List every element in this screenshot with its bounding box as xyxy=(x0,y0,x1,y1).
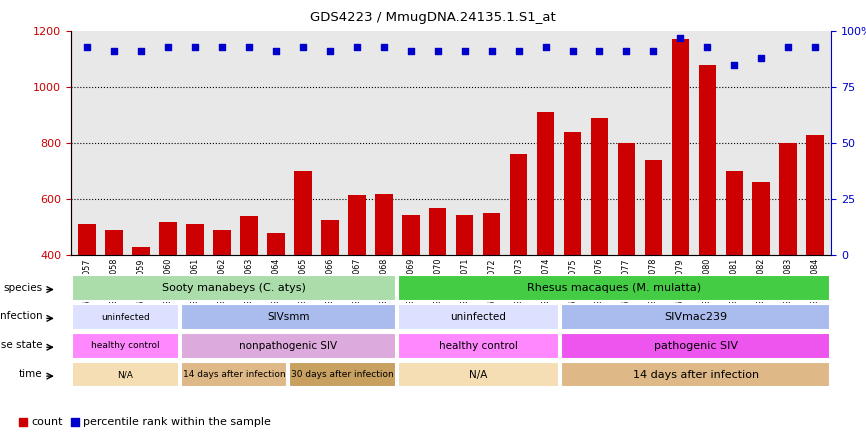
Bar xyxy=(806,135,824,255)
Point xyxy=(647,48,661,55)
Point xyxy=(215,43,229,50)
Bar xyxy=(159,222,177,255)
Bar xyxy=(402,214,419,255)
Point xyxy=(377,43,391,50)
Bar xyxy=(564,132,581,255)
Point xyxy=(188,43,202,50)
Point xyxy=(430,48,444,55)
Bar xyxy=(79,225,96,255)
Text: Sooty manabeys (C. atys): Sooty manabeys (C. atys) xyxy=(162,283,306,293)
Bar xyxy=(398,304,559,330)
Bar xyxy=(429,208,447,255)
Point xyxy=(269,48,283,55)
Bar xyxy=(617,143,635,255)
Text: time: time xyxy=(19,369,42,379)
Point xyxy=(485,48,499,55)
Text: N/A: N/A xyxy=(469,370,488,380)
Point xyxy=(16,418,30,425)
Point xyxy=(619,48,633,55)
Bar xyxy=(398,362,559,388)
Bar xyxy=(181,304,396,330)
Text: Rhesus macaques (M. mulatta): Rhesus macaques (M. mulatta) xyxy=(527,283,701,293)
Bar xyxy=(72,362,178,388)
Text: percentile rank within the sample: percentile rank within the sample xyxy=(83,417,271,427)
Bar xyxy=(561,304,830,330)
Text: pathogenic SIV: pathogenic SIV xyxy=(654,341,738,351)
Point xyxy=(808,43,822,50)
Point xyxy=(68,418,82,425)
Point xyxy=(296,43,310,50)
Bar xyxy=(213,230,230,255)
Bar xyxy=(181,362,288,388)
Point xyxy=(161,43,175,50)
Bar xyxy=(456,214,474,255)
Text: uninfected: uninfected xyxy=(450,312,507,322)
Point xyxy=(674,34,688,41)
Bar xyxy=(132,247,150,255)
Point xyxy=(727,61,741,68)
Bar xyxy=(348,195,365,255)
Text: N/A: N/A xyxy=(118,370,133,379)
Text: species: species xyxy=(3,282,42,293)
Bar xyxy=(561,333,830,359)
Point xyxy=(350,43,364,50)
Bar xyxy=(483,213,501,255)
Point xyxy=(134,48,148,55)
Point xyxy=(754,55,768,62)
Text: 30 days after infection: 30 days after infection xyxy=(291,370,394,379)
Text: uninfected: uninfected xyxy=(101,313,150,321)
Bar xyxy=(72,275,396,301)
Bar xyxy=(779,143,797,255)
Bar xyxy=(699,65,716,255)
Point xyxy=(512,48,526,55)
Point xyxy=(458,48,472,55)
Bar xyxy=(268,233,285,255)
Bar xyxy=(294,171,312,255)
Bar xyxy=(186,225,204,255)
Bar xyxy=(537,112,554,255)
Bar xyxy=(398,333,559,359)
Bar xyxy=(726,171,743,255)
Point xyxy=(565,48,579,55)
Text: SIVsmm: SIVsmm xyxy=(267,312,309,322)
Text: SIVmac239: SIVmac239 xyxy=(664,312,727,322)
Text: 14 days after infection: 14 days after infection xyxy=(632,370,759,380)
Text: 14 days after infection: 14 days after infection xyxy=(183,370,285,379)
Point xyxy=(323,48,337,55)
Text: healthy control: healthy control xyxy=(91,341,159,350)
Point xyxy=(404,48,417,55)
Bar xyxy=(181,333,396,359)
Bar xyxy=(591,118,608,255)
Point xyxy=(242,43,255,50)
Text: infection: infection xyxy=(0,311,42,321)
Bar xyxy=(510,155,527,255)
Bar xyxy=(240,216,258,255)
Point xyxy=(781,43,795,50)
Bar xyxy=(321,220,339,255)
Point xyxy=(81,43,94,50)
Text: GDS4223 / MmugDNA.24135.1.S1_at: GDS4223 / MmugDNA.24135.1.S1_at xyxy=(310,11,556,24)
Point xyxy=(592,48,606,55)
Text: disease state: disease state xyxy=(0,340,42,350)
Bar xyxy=(753,182,770,255)
Bar xyxy=(398,275,830,301)
Bar xyxy=(72,304,178,330)
Bar xyxy=(561,362,830,388)
Point xyxy=(701,43,714,50)
Bar xyxy=(72,333,178,359)
Bar xyxy=(289,362,396,388)
Point xyxy=(539,43,553,50)
Bar xyxy=(644,160,662,255)
Bar xyxy=(375,194,392,255)
Bar xyxy=(672,40,689,255)
Text: count: count xyxy=(31,417,62,427)
Bar xyxy=(106,230,123,255)
Point xyxy=(107,48,121,55)
Text: healthy control: healthy control xyxy=(439,341,518,351)
Text: nonpathogenic SIV: nonpathogenic SIV xyxy=(239,341,338,351)
